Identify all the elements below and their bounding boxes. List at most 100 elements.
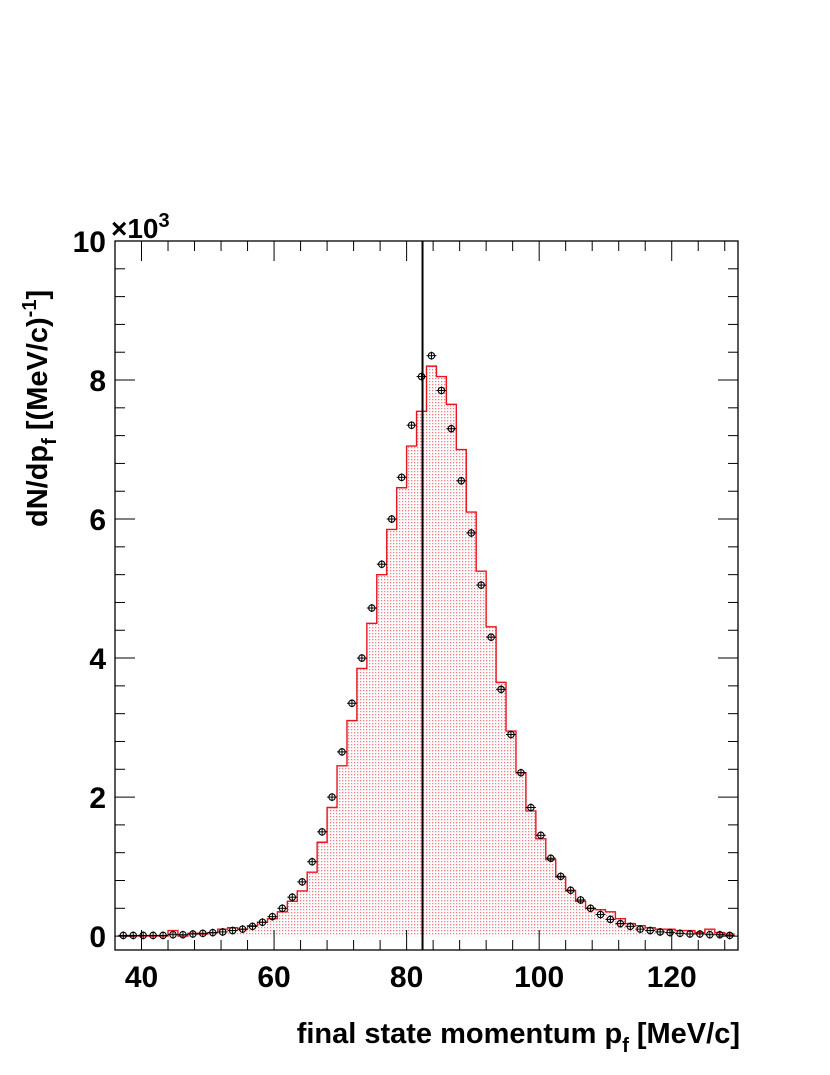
data-point: [635, 925, 646, 934]
data-point-marker: [556, 872, 565, 881]
data-point-marker: [616, 919, 625, 928]
data-point-marker: [626, 922, 635, 931]
data-point-marker: [656, 928, 664, 936]
x-tick-label: 120: [647, 961, 697, 994]
data-point-marker: [407, 421, 416, 429]
data-point: [297, 877, 308, 886]
data-point: [714, 930, 725, 939]
data-point: [128, 931, 139, 940]
y-tick-label: 6: [89, 504, 106, 537]
data-point-marker: [457, 477, 466, 485]
data-point-marker: [517, 768, 525, 777]
data-point-marker: [278, 904, 287, 913]
data-point-marker: [427, 351, 436, 360]
data-point: [396, 473, 407, 482]
data-point-marker: [358, 654, 366, 662]
data-point: [148, 931, 159, 940]
data-point: [257, 918, 268, 927]
data-point-marker: [507, 730, 515, 739]
data-point-marker: [387, 515, 396, 523]
data-point: [595, 910, 606, 919]
data-point-marker: [527, 803, 535, 812]
data-point-marker: [636, 925, 644, 933]
data-point-marker: [586, 904, 595, 913]
data-point: [406, 421, 417, 430]
data-point-marker: [596, 910, 605, 919]
data-point: [366, 604, 377, 613]
data-point: [615, 919, 626, 928]
data-point: [237, 925, 248, 934]
data-point-marker: [497, 685, 505, 694]
data-point-marker: [716, 930, 724, 939]
data-point-marker: [199, 929, 207, 938]
data-point: [605, 915, 616, 924]
data-point-marker: [298, 878, 306, 886]
data-point: [287, 893, 298, 902]
x-tick-label: 40: [125, 961, 158, 994]
data-point-marker: [378, 560, 386, 568]
data-point: [585, 904, 596, 913]
data-point-marker: [348, 699, 356, 707]
data-point-marker: [447, 424, 456, 433]
data-point-marker: [258, 918, 267, 926]
data-point-marker: [576, 896, 585, 904]
data-point: [525, 803, 536, 812]
data-point-marker: [646, 926, 654, 935]
x-tick-label: 100: [514, 961, 564, 994]
data-point-marker: [666, 928, 674, 937]
data-point: [168, 930, 178, 939]
data-point: [535, 831, 546, 840]
data-points-layer: [118, 351, 735, 940]
data-point-marker: [189, 930, 197, 938]
data-point-marker: [368, 604, 376, 612]
data-point: [625, 922, 636, 931]
data-point-marker: [417, 372, 426, 381]
data-point: [327, 793, 338, 802]
y-tick-label: 2: [89, 782, 106, 815]
data-point-marker: [547, 854, 555, 862]
data-point: [704, 930, 715, 939]
data-point: [515, 768, 526, 777]
data-point: [247, 922, 258, 931]
data-point-marker: [437, 386, 446, 395]
y-tick-label: 4: [89, 643, 106, 676]
data-point-marker: [338, 748, 346, 756]
histogram-outline: [118, 365, 735, 937]
data-point: [337, 747, 347, 756]
data-point-marker: [169, 930, 177, 939]
data-point: [456, 476, 467, 485]
data-point-marker: [467, 529, 475, 537]
histogram-fill: [118, 366, 735, 937]
data-point: [694, 930, 705, 939]
data-point: [655, 927, 666, 936]
data-point: [158, 931, 169, 940]
data-point: [118, 931, 129, 940]
data-point: [476, 581, 487, 590]
data-point-marker: [477, 581, 485, 589]
data-point: [426, 351, 437, 360]
data-point: [187, 930, 198, 939]
data-point: [416, 372, 427, 381]
data-point: [267, 912, 278, 921]
x-tick-label: 60: [257, 961, 290, 994]
y-multiplier: ×103: [111, 210, 170, 244]
data-point: [177, 930, 188, 939]
data-point: [386, 515, 397, 524]
data-point-marker: [318, 828, 326, 836]
data-point: [217, 927, 228, 936]
y-tick-label: 0: [89, 921, 106, 954]
data-point: [506, 730, 516, 739]
data-point-marker: [725, 931, 734, 940]
data-point: [665, 928, 676, 937]
data-point-marker: [228, 926, 237, 935]
data-point-marker: [288, 893, 297, 901]
x-axis-label: final state momentum pf [MeV/c]: [297, 1018, 740, 1057]
data-point: [138, 931, 149, 940]
data-point: [446, 424, 457, 433]
data-point: [645, 926, 656, 935]
data-point: [436, 386, 447, 395]
data-point-marker: [129, 931, 137, 940]
data-point-marker: [209, 928, 217, 937]
y-tick-label: 10: [73, 226, 106, 259]
